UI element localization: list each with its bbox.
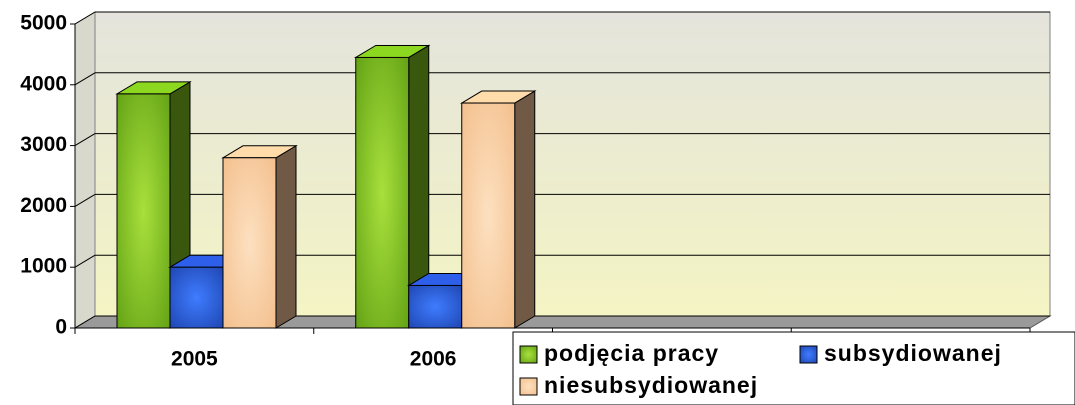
grid-line [74, 254, 96, 268]
y-tick-label: 1000 [20, 255, 67, 278]
grid-line [74, 11, 96, 25]
bar [459, 90, 537, 329]
x-tick-label: 2006 [410, 348, 457, 371]
legend: podjęcia pracy subsydiowanej niesubsydiowa… [512, 331, 1075, 405]
legend-label: podjęcia pracy [544, 340, 719, 366]
y-tick-label: 0 [55, 316, 67, 339]
bar [353, 44, 431, 329]
bar-side [514, 90, 536, 329]
bar-front [355, 56, 410, 329]
bar-front [461, 102, 516, 329]
bar-side [275, 144, 297, 329]
grid-line [74, 193, 96, 207]
legend-swatch [799, 345, 818, 364]
y-tick-label: 4000 [20, 72, 67, 95]
bar-front [408, 284, 463, 329]
bar-front [222, 157, 277, 329]
legend-swatch [519, 377, 538, 396]
y-tick-label: 5000 [20, 12, 67, 35]
legend-label: subsydiowanej [824, 340, 1002, 366]
bar [115, 81, 192, 329]
y-tick-label: 2000 [20, 194, 67, 217]
grid-line [74, 133, 96, 147]
y-tick-label: 3000 [20, 133, 67, 156]
bar-front [116, 93, 171, 329]
grid-line [74, 315, 96, 329]
legend-label: niesubsydiowanej [544, 372, 758, 398]
grid-line [74, 72, 96, 86]
bar-front [169, 266, 224, 329]
side-wall [74, 11, 96, 329]
legend-box [512, 331, 1075, 405]
bar [221, 144, 298, 329]
legend-swatch [519, 345, 538, 364]
x-tick-label: 2005 [171, 348, 218, 371]
